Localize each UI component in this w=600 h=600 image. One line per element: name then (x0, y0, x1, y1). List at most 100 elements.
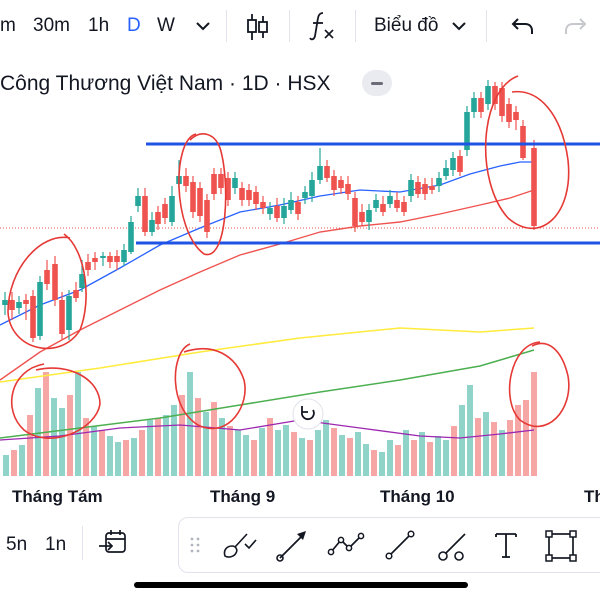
range-5-days[interactable]: 5n (6, 534, 28, 555)
candle-body (190, 182, 196, 212)
candle-body (366, 210, 372, 222)
volume-bar (475, 418, 481, 476)
volume-bar (219, 418, 225, 476)
candle-body (506, 104, 512, 122)
moving-average-yellow (0, 327, 535, 383)
volume-bar (331, 428, 337, 476)
annotation-circle (7, 233, 87, 350)
volume-bar (147, 420, 153, 476)
brush-icon[interactable] (219, 528, 259, 562)
undo-icon[interactable] (510, 15, 536, 37)
interval-day[interactable]: D (127, 15, 141, 36)
chevron-down-icon[interactable] (451, 20, 467, 32)
candle-body (401, 202, 407, 212)
annotation-circle (174, 343, 246, 430)
candle-body (232, 178, 238, 188)
candle-body (73, 290, 79, 298)
volume-bar (243, 435, 249, 476)
x-axis-label: Th (584, 487, 600, 506)
volume-bar (339, 435, 345, 476)
candle-body (114, 256, 120, 262)
interval-30m[interactable]: 30m (33, 15, 70, 36)
volume-bar (83, 418, 89, 476)
volume-bar (347, 438, 353, 476)
drag-handle-icon[interactable] (189, 536, 201, 554)
volume-bar (211, 402, 217, 476)
volume-bar (323, 420, 329, 476)
annotation-circle (484, 75, 570, 230)
candle-body (295, 202, 301, 214)
candle-body (380, 204, 386, 212)
candle-body (149, 220, 155, 232)
candle-body (457, 156, 463, 172)
x-axis-label: Tháng Tám (12, 487, 103, 506)
interval-1h[interactable]: 1h (88, 15, 110, 36)
reset-chart-button[interactable] (292, 398, 324, 430)
volume-bar (3, 455, 9, 476)
collapse-legend-button[interactable] (362, 70, 392, 96)
volume-bar (251, 440, 257, 476)
reset-icon[interactable] (301, 406, 315, 420)
volume-bar (67, 395, 73, 476)
volume-bar (139, 430, 145, 476)
volume-bar (163, 415, 169, 476)
path-icon[interactable] (327, 530, 367, 560)
price-chart[interactable]: Tháng Tám Tháng 9 Tháng 10 Th (0, 54, 600, 515)
candle-body (162, 204, 168, 218)
volume-bar (267, 418, 273, 476)
candle-body (79, 274, 85, 288)
range-1-day[interactable]: 1n (45, 534, 67, 555)
candle-body (204, 200, 210, 232)
candle-body (352, 198, 358, 226)
chart-type-dropdown[interactable]: Biểu đồ (374, 15, 439, 36)
interval-week[interactable]: W (157, 15, 175, 36)
candle-body (155, 212, 161, 224)
candle-body (23, 300, 29, 304)
redo-icon[interactable] (562, 15, 588, 37)
candle-body (464, 112, 470, 150)
ray-icon[interactable] (435, 528, 471, 564)
volume-bar (483, 412, 489, 476)
line-icon[interactable] (383, 528, 417, 562)
x-axis-label: Tháng 10 (380, 487, 455, 506)
volume-bar (275, 430, 281, 476)
toolbar-divider (355, 10, 356, 42)
candle-body (485, 86, 491, 104)
volume-bar (435, 436, 441, 476)
rectangle-icon[interactable] (543, 528, 579, 564)
volume-bar (35, 388, 41, 476)
volume-bar (451, 426, 457, 476)
interval-minute[interactable]: m (0, 15, 16, 36)
candle-body (345, 184, 351, 194)
candle-body (415, 182, 421, 194)
candle-body (387, 196, 393, 204)
volume-bar (499, 430, 505, 476)
candle-body (9, 300, 15, 310)
volume-bar (131, 438, 137, 476)
symbol-title[interactable]: Công Thương Việt Nam · 1D · HSX (0, 72, 331, 95)
candlestick-icon[interactable] (245, 12, 269, 42)
volume-bar (195, 398, 201, 476)
candle-body (478, 98, 484, 112)
bottom-divider (82, 526, 83, 560)
volume-bar (531, 372, 537, 476)
volume-bar (507, 420, 513, 476)
candle-body (274, 206, 280, 218)
trend-line-icon[interactable] (275, 528, 311, 562)
chevron-down-icon[interactable] (195, 20, 211, 32)
candle-body (218, 174, 224, 188)
candle-body (471, 98, 477, 112)
candle-body (253, 192, 259, 204)
candle-body (309, 180, 315, 196)
indicator-fx-icon[interactable] (307, 10, 337, 42)
volume-bar (75, 372, 81, 476)
moving-average-blue (0, 161, 534, 326)
volume-bar (299, 438, 305, 476)
calendar-goto-icon[interactable] (98, 528, 128, 558)
volume-bar (11, 450, 17, 476)
volume-bar (203, 412, 209, 476)
volume-bar (395, 445, 401, 476)
text-icon[interactable] (493, 530, 519, 560)
candle-body (30, 296, 36, 338)
candle-body (531, 148, 537, 226)
